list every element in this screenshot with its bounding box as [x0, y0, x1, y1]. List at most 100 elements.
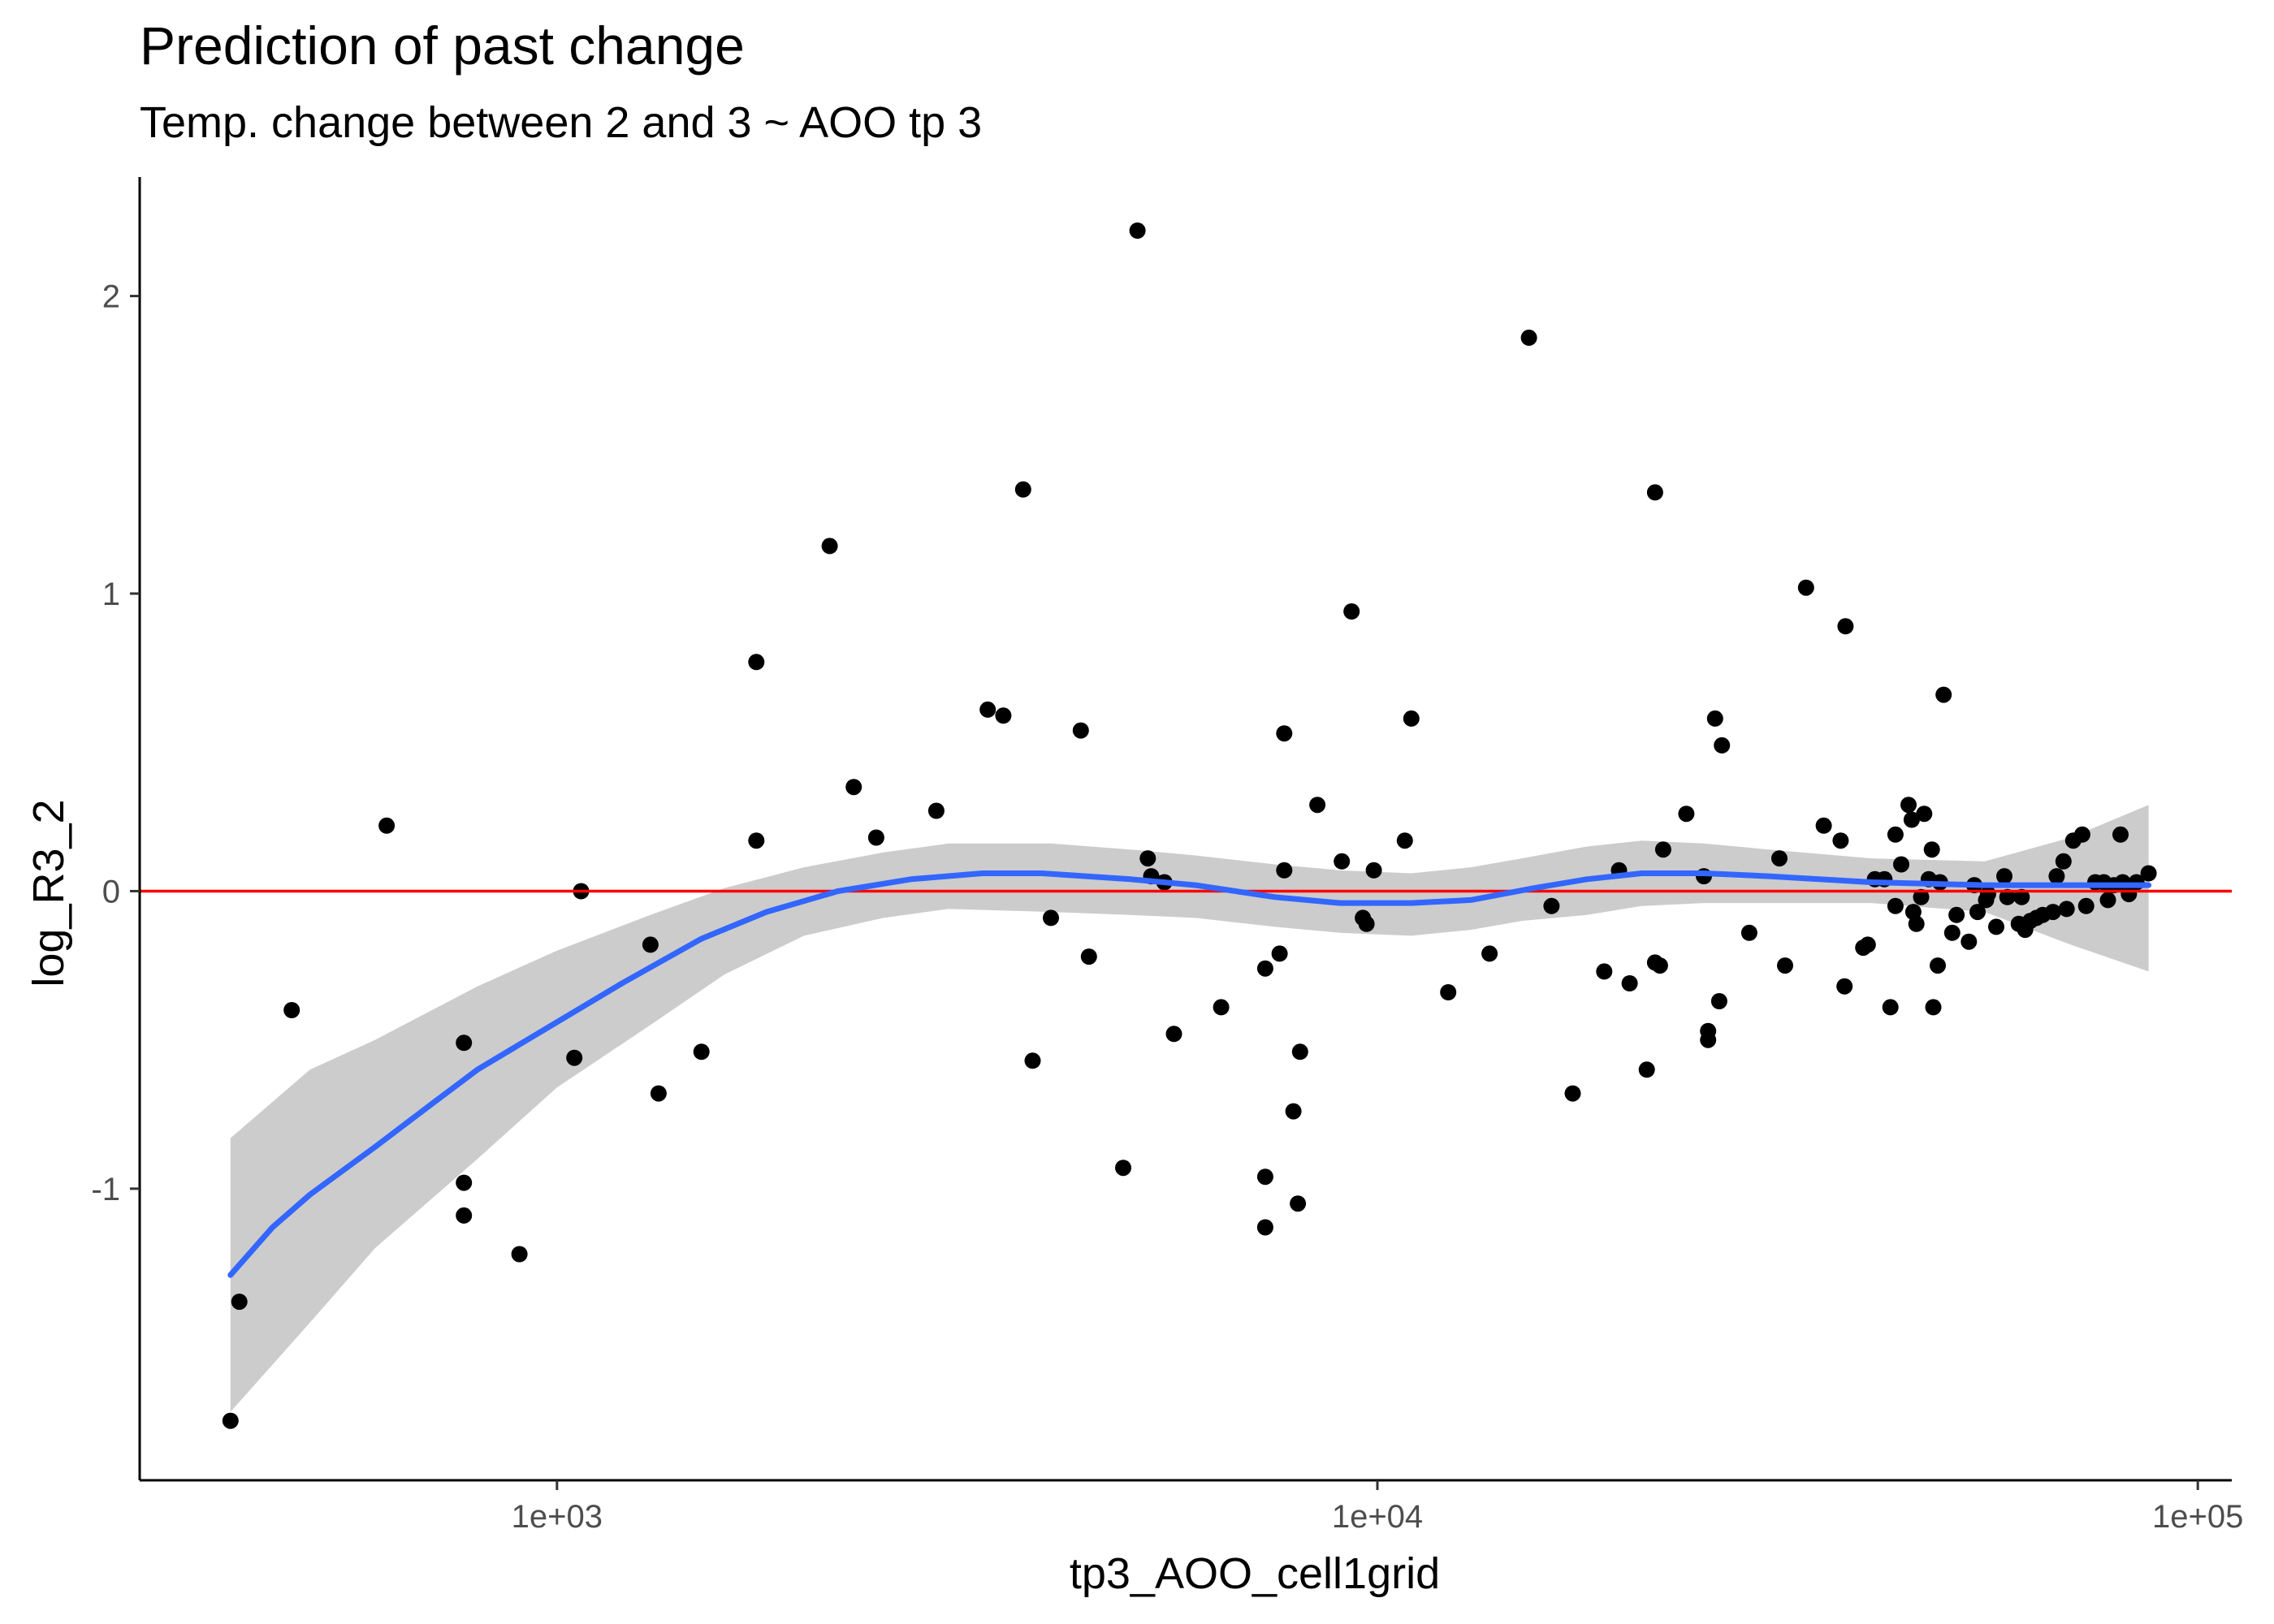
data-point — [1072, 722, 1089, 739]
data-point — [1893, 856, 1909, 873]
data-point — [927, 802, 945, 819]
smooth-line-layer — [227, 870, 2152, 1278]
data-point — [1080, 948, 1097, 965]
data-point — [995, 707, 1012, 724]
x-tick-label: 1e+05 — [2152, 1499, 2243, 1535]
data-point — [1916, 806, 1933, 823]
data-point — [845, 779, 862, 796]
data-point — [222, 1412, 239, 1429]
data-point — [1913, 888, 1930, 905]
data-point — [1396, 832, 1413, 849]
data-point — [1654, 841, 1671, 858]
data-point — [1979, 886, 1996, 903]
data-point — [456, 1034, 473, 1052]
data-point — [1276, 725, 1293, 742]
data-point — [1440, 984, 1457, 1000]
data-point — [1358, 915, 1375, 932]
data-point — [693, 1043, 710, 1060]
data-point — [821, 538, 838, 555]
data-point — [1165, 1026, 1182, 1043]
data-point — [1334, 853, 1351, 870]
chart-title: Prediction of past change — [140, 15, 745, 76]
data-point — [2055, 853, 2072, 870]
data-point — [2073, 826, 2090, 843]
x-tick-label: 1e+04 — [1332, 1499, 1423, 1535]
data-point — [2044, 904, 2061, 921]
data-point — [1256, 1168, 1273, 1186]
data-point — [2140, 865, 2157, 882]
data-point — [1043, 909, 1059, 926]
data-point — [1596, 963, 1613, 980]
data-point — [456, 1207, 473, 1224]
data-point — [1948, 906, 1965, 923]
data-point — [566, 1049, 583, 1066]
data-point — [867, 829, 884, 846]
data-point — [1213, 999, 1230, 1016]
data-point — [1139, 850, 1156, 867]
chart-subtitle: Temp. change between 2 and 3 ~ AOO tp 3 — [140, 98, 983, 147]
data-point — [1923, 841, 1940, 858]
data-point — [1961, 933, 1978, 950]
data-point — [1836, 978, 1853, 995]
data-point — [1837, 618, 1854, 635]
data-point — [1908, 915, 1925, 932]
data-point — [1771, 850, 1788, 867]
data-point — [1481, 945, 1498, 962]
data-point — [1710, 993, 1727, 1009]
data-point — [1969, 904, 1986, 921]
data-point — [378, 817, 396, 834]
data-point — [283, 1002, 300, 1018]
x-tick-label: 1e+03 — [512, 1499, 603, 1535]
data-point — [1309, 797, 1326, 814]
y-tick-label: 1 — [102, 577, 120, 612]
smooth-line — [227, 870, 2152, 1278]
data-point — [1543, 897, 1560, 914]
data-point — [1129, 222, 1146, 239]
data-point — [1271, 945, 1288, 962]
data-point — [1859, 936, 1876, 953]
data-point — [1882, 999, 1899, 1016]
data-point — [1887, 826, 1904, 843]
data-point — [642, 936, 659, 953]
data-point — [1700, 1031, 1717, 1048]
data-point — [2077, 897, 2095, 914]
points-layer — [222, 222, 2157, 1429]
data-point — [511, 1246, 528, 1263]
data-point — [1520, 329, 1537, 346]
data-point — [1678, 806, 1695, 823]
data-point — [1564, 1085, 1581, 1102]
data-point — [1290, 1195, 1307, 1212]
confidence-band-layer — [230, 805, 2149, 1412]
data-point — [2112, 826, 2129, 843]
data-point — [979, 701, 996, 718]
data-point — [1291, 1043, 1308, 1060]
data-point — [1285, 1103, 1302, 1120]
data-point — [2099, 892, 2116, 909]
data-point — [1996, 868, 2012, 885]
confidence-band — [230, 805, 2149, 1412]
x-axis-title: tp3_AOO_cell1grid — [1070, 1549, 1440, 1598]
data-point — [1777, 957, 1793, 974]
y-tick-label: -1 — [91, 1172, 120, 1207]
data-point — [1646, 484, 1663, 501]
data-point — [1740, 924, 1757, 941]
data-point — [1930, 957, 1946, 974]
data-point — [456, 1174, 473, 1191]
data-point — [1943, 924, 1961, 941]
data-point — [748, 832, 765, 849]
data-point — [1276, 862, 1293, 879]
data-point — [1024, 1052, 1041, 1069]
data-point — [1988, 918, 2004, 935]
data-point — [1900, 797, 1917, 814]
data-point — [1832, 832, 1849, 849]
data-point — [1815, 817, 1832, 834]
data-point — [1403, 710, 1420, 727]
data-point — [1706, 710, 1723, 727]
y-tick-label: 2 — [102, 279, 120, 315]
y-tick-label: 0 — [102, 874, 120, 909]
data-point — [1256, 1219, 1273, 1236]
data-point — [2058, 901, 2075, 918]
data-point — [1903, 811, 1920, 828]
data-point — [1925, 999, 1942, 1016]
